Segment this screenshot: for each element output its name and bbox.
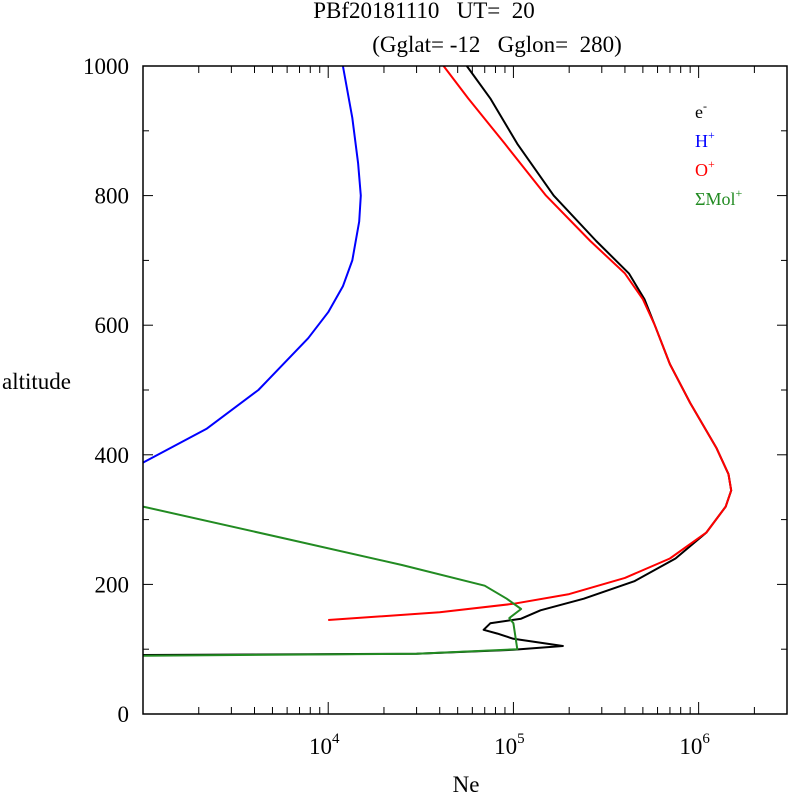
legend-entry-3: O+ xyxy=(695,157,715,180)
y-tick-label: 400 xyxy=(95,443,130,468)
series-line-2 xyxy=(142,65,362,464)
y-tick-label: 200 xyxy=(95,572,130,597)
y-tick-label: 600 xyxy=(95,313,130,338)
series-line-4 xyxy=(142,505,523,657)
series-line-1 xyxy=(142,65,733,656)
legend-entry-2: H+ xyxy=(695,128,715,151)
y-tick-label: 800 xyxy=(95,184,130,209)
legend-entry-4: ΣMol+ xyxy=(695,186,742,209)
y-tick-label: 0 xyxy=(118,702,130,727)
x-tick-label: 104 xyxy=(309,731,340,759)
chart-title-line2: (Gglat= -12 Gglon= 280) xyxy=(372,32,622,57)
legend-entry-1: e- xyxy=(695,99,707,122)
plot-frame xyxy=(142,65,788,715)
chart-title-line1: PBf20181110 UT= 20 xyxy=(313,0,534,23)
y-tick-label: 1000 xyxy=(83,54,129,79)
x-axis-label: Ne xyxy=(453,772,480,795)
y-axis-label: altitude xyxy=(2,369,71,394)
x-tick-label: 105 xyxy=(494,731,525,759)
series-line-3 xyxy=(328,65,733,621)
x-tick-label: 106 xyxy=(679,731,710,759)
